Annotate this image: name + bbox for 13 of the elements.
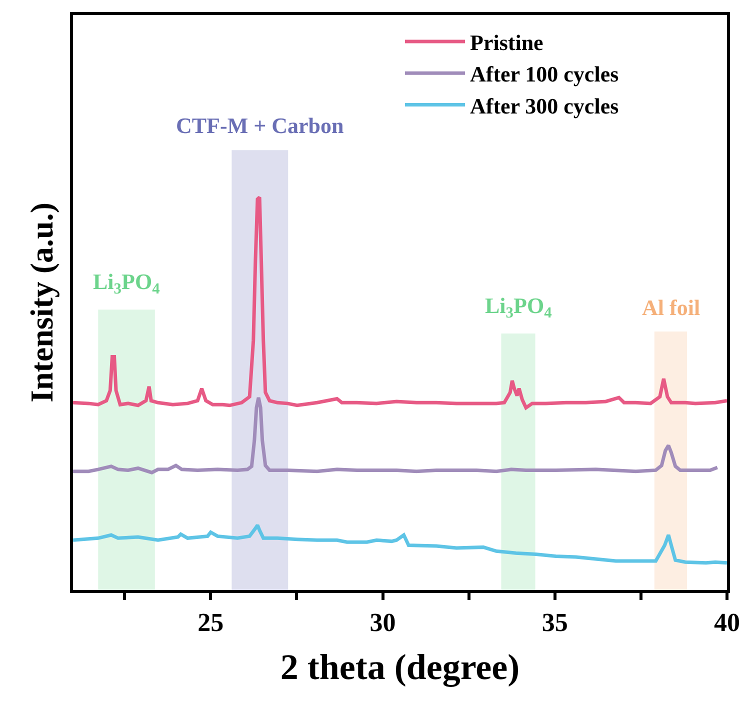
band-label: Al foil [642,295,700,320]
band-label: Li$_{3}$PO$_{4}$ [93,269,160,298]
legend-label: Pristine [470,30,544,56]
legend-label: After 300 cycles [470,93,620,118]
x-tick-label: 40 [714,608,740,638]
x-tick-label: 35 [542,608,568,638]
legend-label: After 100 cycles [470,62,620,87]
band-label: Li$_{3}$PO$_{4}$ [485,293,552,322]
x-axis-title: 2 theta (degree) [280,646,520,687]
x-tick-label: 25 [198,608,224,638]
band-label: CTF-M + Carbon [176,113,344,138]
y-axis-title: Intensity (a.u.) [23,202,60,403]
x-tick-label: 30 [370,608,396,638]
